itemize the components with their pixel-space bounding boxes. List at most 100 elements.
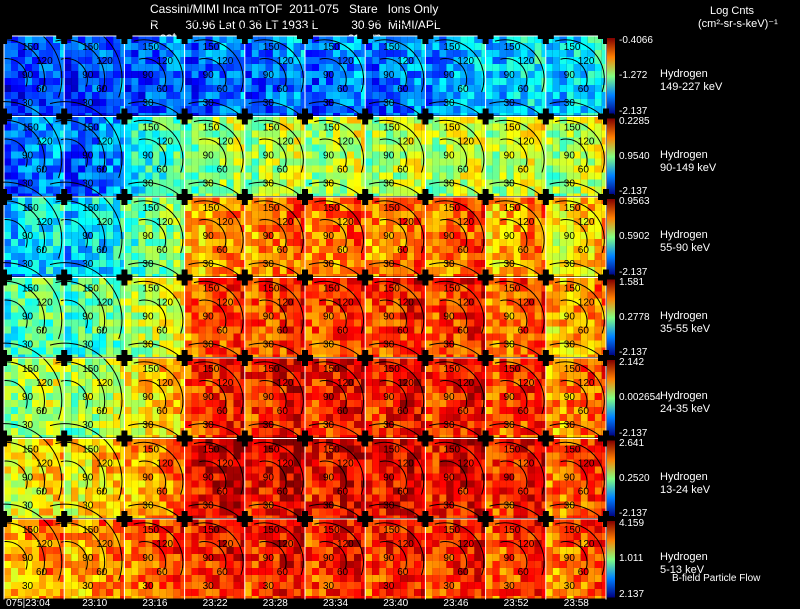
heatmap-cell xyxy=(212,78,220,85)
heatmap-cell xyxy=(354,326,361,334)
heatmap-cell xyxy=(18,386,25,393)
heatmap-cell xyxy=(11,305,18,313)
heatmap-cell xyxy=(145,225,153,232)
heatmap-cell xyxy=(99,277,107,285)
heatmap-cell xyxy=(244,106,252,113)
heatmap-cell xyxy=(226,151,234,159)
heatmap-cell xyxy=(240,291,245,299)
heatmap-cell xyxy=(113,85,121,92)
heatmap-cell xyxy=(53,326,60,334)
heatmap-cell xyxy=(340,179,347,187)
heatmap-cell xyxy=(244,225,252,232)
heatmap-cell xyxy=(492,347,500,355)
heatmap-cell xyxy=(265,218,273,225)
heatmap-cell xyxy=(340,186,347,194)
heatmap-cell xyxy=(541,340,546,348)
heatmap-cell xyxy=(499,85,507,92)
heatmap-cell xyxy=(46,379,53,386)
heatmap-cell xyxy=(120,165,125,173)
heatmap-cell xyxy=(305,106,312,113)
heatmap-cell xyxy=(113,57,121,64)
heatmap-cell xyxy=(120,284,125,292)
heatmap-cell xyxy=(506,78,514,85)
heatmap-cell xyxy=(453,172,461,180)
heatmap-cell xyxy=(446,354,454,357)
heatmap-cell xyxy=(372,158,380,166)
heatmap-cell xyxy=(446,165,454,173)
heatmap-cell xyxy=(534,211,542,218)
heatmap-cell xyxy=(92,298,100,306)
heatmap-cell xyxy=(481,172,486,180)
heatmap-cell xyxy=(559,130,567,138)
heatmap-cell xyxy=(541,305,546,313)
heatmap-cell xyxy=(173,36,181,43)
heatmap-cell xyxy=(425,172,433,180)
heatmap-cell xyxy=(166,340,174,348)
heatmap-cell xyxy=(184,172,192,180)
heatmap-cell xyxy=(120,379,125,386)
heatmap-cell xyxy=(379,246,387,253)
heatmap-cell xyxy=(460,113,468,116)
heatmap-cell xyxy=(205,137,213,145)
heatmap-cell xyxy=(400,284,408,292)
heatmap-cell xyxy=(372,253,380,260)
heatmap-cell xyxy=(340,291,347,299)
heatmap-cell xyxy=(594,85,602,92)
heatmap-cell xyxy=(138,78,146,85)
heatmap-cell xyxy=(333,36,340,43)
heatmap-cell xyxy=(32,113,39,116)
heatmap-cell xyxy=(545,116,553,124)
heatmap-cell xyxy=(319,312,326,320)
heatmap-cell xyxy=(393,312,401,320)
heatmap-cell xyxy=(481,298,486,306)
heatmap-cell xyxy=(506,204,514,211)
heatmap-cell xyxy=(481,50,486,57)
heatmap-cell xyxy=(580,239,588,246)
heatmap-cell xyxy=(152,347,160,355)
heatmap-cell xyxy=(520,340,528,348)
heatmap-cell xyxy=(414,277,422,285)
heatmap-cell xyxy=(573,298,581,306)
heatmap-cell xyxy=(386,36,394,43)
heatmap-cell xyxy=(333,340,340,348)
heatmap-cell xyxy=(347,253,354,260)
heatmap-cell xyxy=(312,291,319,299)
heatmap-cell xyxy=(60,407,65,414)
heatmap-cell xyxy=(184,36,192,43)
heatmap-cell xyxy=(191,305,199,313)
heatmap-cell xyxy=(439,347,447,355)
heatmap-cell xyxy=(453,57,461,64)
heatmap-cell xyxy=(432,211,440,218)
heatmap-cell xyxy=(506,253,514,260)
heatmap-cell xyxy=(180,85,185,92)
heatmap-cell xyxy=(279,85,287,92)
heatmap-cell xyxy=(347,123,354,131)
heatmap-cell xyxy=(11,319,18,327)
heatmap-cell xyxy=(340,78,347,85)
heatmap-cell xyxy=(46,326,53,334)
heatmap-cell xyxy=(534,78,542,85)
heatmap-cell xyxy=(78,284,86,292)
heatmap-cell xyxy=(601,123,606,131)
heatmap-cell xyxy=(240,43,245,50)
heatmap-cell xyxy=(219,232,227,239)
heatmap-cell xyxy=(492,57,500,64)
heatmap-cell xyxy=(159,284,167,292)
heatmap-cell xyxy=(580,57,588,64)
heatmap-cell xyxy=(226,165,234,173)
heatmap-cell xyxy=(386,113,394,116)
heatmap-cell xyxy=(293,158,301,166)
contour-label: 90 xyxy=(203,312,215,323)
heatmap-cell xyxy=(300,298,305,306)
heatmap-cell xyxy=(506,340,514,348)
contour-label: 30 xyxy=(564,179,576,190)
heatmap-cell xyxy=(85,172,93,180)
heatmap-cell xyxy=(78,57,86,64)
heatmap-cell xyxy=(527,92,535,99)
heatmap-cell xyxy=(393,218,401,225)
heatmap-cell xyxy=(520,172,528,180)
heatmap-cell xyxy=(354,246,361,253)
heatmap-cell xyxy=(46,158,53,166)
heatmap-cell xyxy=(191,123,199,131)
